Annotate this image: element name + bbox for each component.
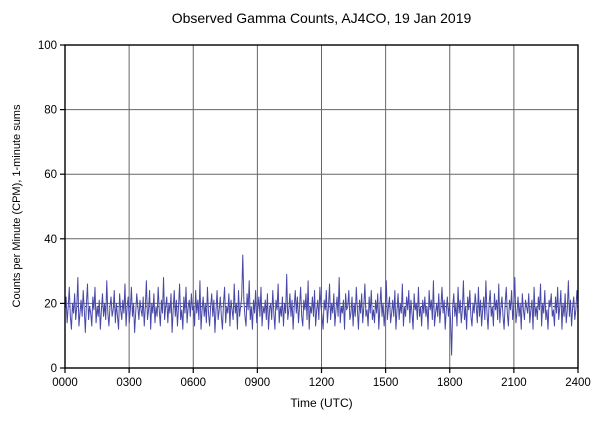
data-line <box>64 254 579 356</box>
y-tick-label: 100 <box>38 40 57 52</box>
x-tick-label: 0900 <box>245 377 271 389</box>
plot-frame <box>64 44 579 369</box>
chart-title: Observed Gamma Counts, AJ4CO, 19 Jan 201… <box>171 10 472 26</box>
x-tick-label: 1800 <box>437 377 463 389</box>
y-tick-label: 40 <box>44 234 57 246</box>
x-tick-label: 2100 <box>501 377 527 389</box>
x-tick-label: 0300 <box>116 377 142 389</box>
y-tick-label: 80 <box>44 105 57 117</box>
y-tick-label: 60 <box>44 169 57 181</box>
x-tick-label: 1500 <box>373 377 399 389</box>
y-tick-label: 20 <box>44 298 57 310</box>
x-tick-label: 0000 <box>52 377 78 389</box>
y-tick-label: 0 <box>51 363 57 375</box>
x-tick-label: 0600 <box>180 377 206 389</box>
x-tick-label: 2400 <box>565 377 591 389</box>
x-tick-label: 1200 <box>309 377 335 389</box>
x-axis-label: Time (UTC) <box>290 396 353 410</box>
